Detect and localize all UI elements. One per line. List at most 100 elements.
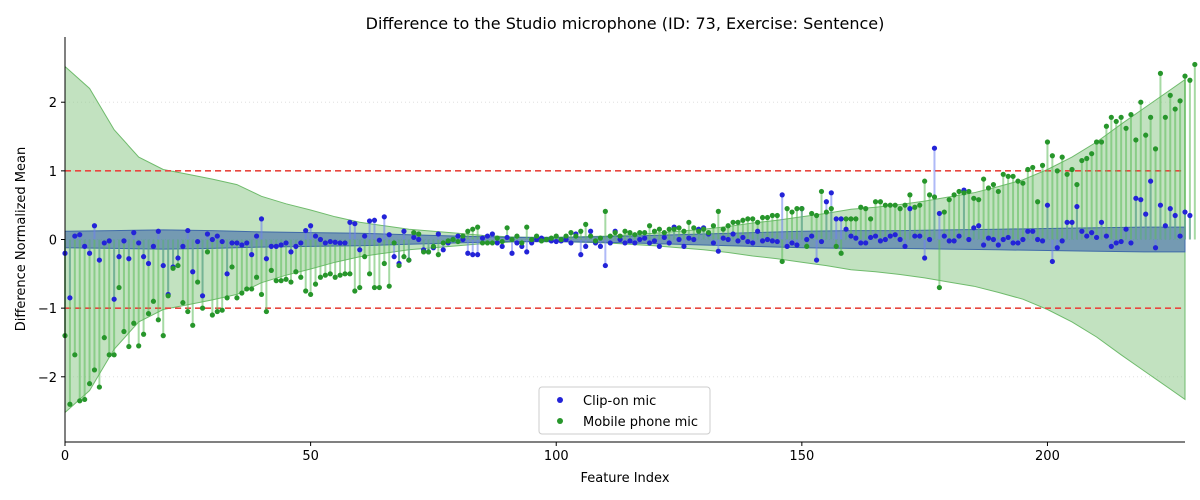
- point-s1-94: [524, 224, 530, 230]
- point-s0-41: [263, 256, 270, 262]
- point-s1-16: [140, 331, 147, 337]
- point-s0-2: [72, 233, 78, 239]
- point-s1-4: [82, 396, 88, 403]
- point-s0-184: [966, 236, 972, 243]
- point-s1-50: [308, 291, 314, 298]
- point-s1-210: [1093, 139, 1100, 145]
- legend-marker-mobile: [557, 418, 563, 424]
- point-s1-164: [868, 216, 874, 222]
- point-s0-58: [347, 219, 353, 225]
- point-s0-216: [1123, 226, 1129, 232]
- point-s0-215: [1118, 238, 1124, 245]
- point-s0-177: [931, 145, 938, 151]
- point-s0-173: [912, 233, 918, 239]
- point-s1-189: [990, 181, 997, 188]
- point-s1-43: [273, 278, 279, 284]
- point-s1-75: [430, 243, 437, 249]
- point-s1-40: [258, 291, 265, 298]
- point-s1-14: [131, 320, 137, 326]
- point-s0-164: [868, 234, 874, 241]
- point-s1-137: [735, 219, 741, 225]
- point-s1-170: [897, 206, 903, 212]
- x-tick-label-4: 200: [1035, 449, 1060, 464]
- point-s1-127: [686, 219, 692, 225]
- point-s0-115: [627, 238, 633, 244]
- point-s0-100: [553, 238, 559, 245]
- point-s0-61: [362, 233, 368, 239]
- point-s0-182: [956, 233, 962, 239]
- point-s1-17: [145, 311, 152, 317]
- point-s0-208: [1084, 233, 1090, 239]
- point-s0-33: [224, 271, 230, 277]
- point-s1-190: [995, 188, 1001, 195]
- point-s1-168: [887, 202, 893, 208]
- point-s0-203: [1059, 238, 1065, 244]
- point-s0-169: [892, 232, 898, 238]
- point-s0-40: [258, 216, 265, 222]
- point-s0-67: [391, 254, 397, 260]
- point-s1-201: [1049, 153, 1055, 159]
- point-s0-200: [1044, 202, 1051, 208]
- point-s0-106: [583, 243, 589, 249]
- point-s1-134: [720, 226, 726, 232]
- point-s1-206: [1074, 181, 1080, 188]
- point-s0-198: [1035, 236, 1041, 243]
- point-s0-107: [588, 228, 594, 234]
- point-s1-103: [568, 230, 574, 236]
- point-s0-172: [907, 206, 913, 212]
- point-s1-120: [651, 228, 658, 234]
- point-s0-181: [951, 238, 957, 244]
- x-tick-label-0: 0: [61, 449, 69, 464]
- point-s1-167: [882, 202, 888, 208]
- point-s1-179: [941, 209, 947, 215]
- point-s1-107: [588, 233, 594, 239]
- point-s0-168: [887, 233, 893, 239]
- point-s1-219: [1138, 99, 1144, 105]
- point-s0-211: [1098, 219, 1105, 225]
- point-s1-132: [710, 223, 717, 229]
- point-s0-72: [416, 236, 422, 243]
- point-s1-46: [288, 279, 294, 285]
- point-s0-30: [209, 236, 215, 243]
- point-s1-165: [872, 199, 879, 205]
- point-s1-72: [416, 231, 422, 237]
- legend-frame: [538, 386, 711, 435]
- point-s1-77: [440, 240, 446, 246]
- point-s1-69: [401, 254, 407, 260]
- point-s1-154: [818, 188, 825, 195]
- point-s1-37: [244, 286, 250, 292]
- point-s1-217: [1128, 111, 1134, 118]
- point-s0-94: [524, 249, 530, 255]
- point-s1-48: [298, 274, 304, 280]
- y-tick-label-1: −1: [38, 302, 57, 317]
- point-s0-191: [1000, 236, 1006, 243]
- point-s1-67: [391, 240, 397, 246]
- point-s1-24: [180, 300, 186, 306]
- point-s0-138: [740, 234, 746, 241]
- point-s0-91: [509, 250, 515, 256]
- point-s1-71: [411, 230, 417, 236]
- point-s1-73: [420, 249, 427, 255]
- point-s0-8: [101, 240, 107, 246]
- point-s1-177: [931, 194, 938, 200]
- point-s0-207: [1079, 228, 1085, 234]
- point-s0-167: [882, 236, 888, 243]
- point-s1-159: [843, 216, 849, 222]
- point-s1-153: [813, 212, 820, 219]
- point-s0-170: [897, 236, 903, 243]
- point-s0-6: [91, 223, 98, 229]
- point-s1-56: [337, 272, 343, 278]
- y-tick-label-3: 1: [49, 165, 57, 180]
- point-s1-130: [700, 226, 707, 232]
- point-s1-10: [111, 352, 117, 358]
- point-s0-160: [848, 233, 854, 239]
- point-s0-221: [1148, 178, 1154, 184]
- point-s0-28: [199, 293, 206, 299]
- point-s1-110: [602, 208, 608, 214]
- point-s0-9: [106, 238, 112, 244]
- point-s0-19: [155, 228, 161, 234]
- point-s1-163: [863, 206, 869, 212]
- point-s0-90: [504, 234, 510, 241]
- point-s0-187: [980, 242, 987, 248]
- point-s1-193: [1010, 173, 1016, 179]
